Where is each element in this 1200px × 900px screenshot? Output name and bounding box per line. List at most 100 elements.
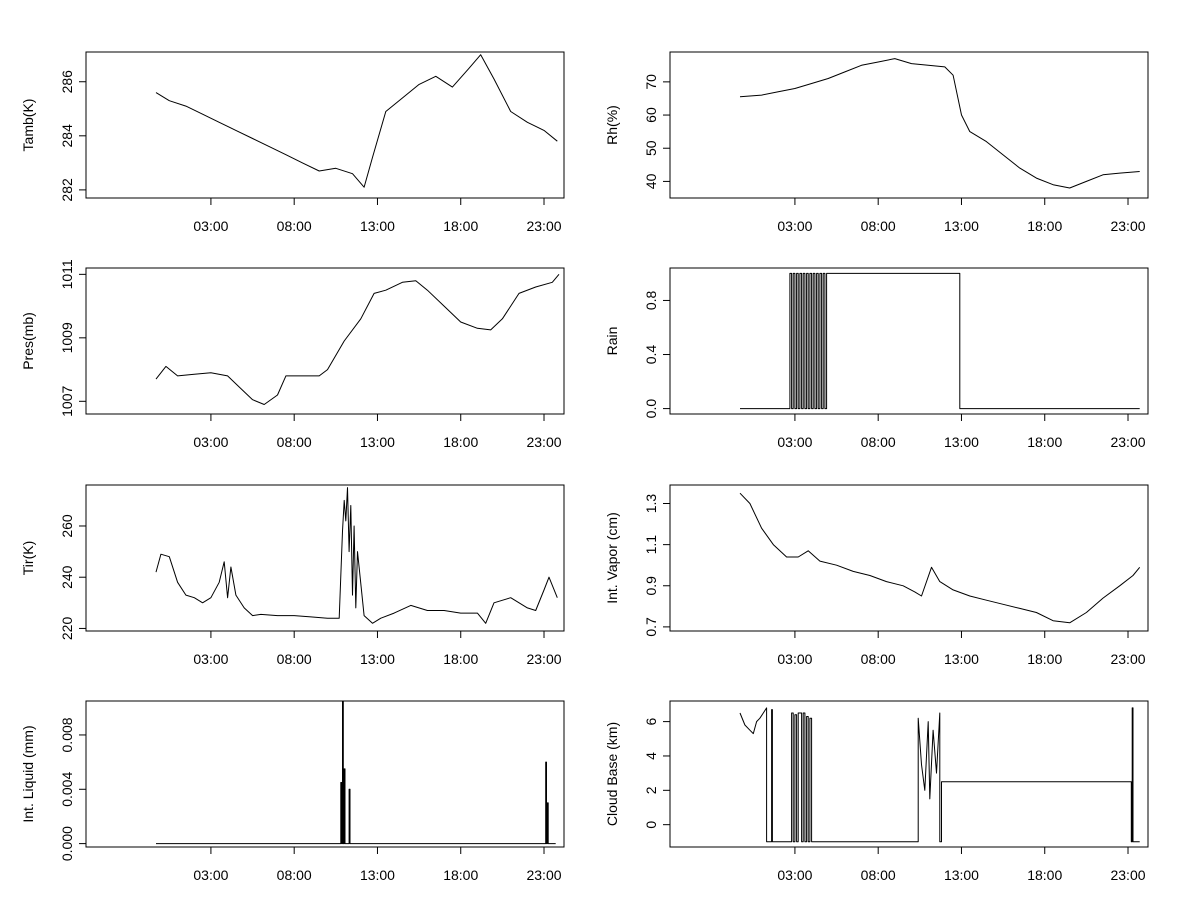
y-tick-label: 220 [59, 617, 75, 641]
panel-pres: 03:00 08:00 13:00 18:00 23:00 1007 1009 1011 P… [20, 259, 565, 450]
x-axis: 03:00 08:00 13:00 18:00 23:00 [193, 413, 562, 450]
x-tick-label: 13:00 [360, 218, 395, 234]
y-axis-label: Rain [604, 327, 620, 356]
x-tick-label: 18:00 [443, 651, 478, 667]
x-tick-label: 08:00 [861, 218, 896, 234]
y-tick-label: 282 [59, 178, 75, 202]
y-tick-label: 284 [59, 124, 75, 148]
x-axis: 03:00 08:00 13:00 18:00 23:00 [193, 197, 562, 234]
x-axis: 03:00 08:00 13:00 18:00 23:00 [193, 630, 562, 667]
x-tick-label: 23:00 [526, 651, 561, 667]
y-axis: 220 240 260 [59, 514, 87, 641]
x-tick-label: 18:00 [1027, 218, 1062, 234]
x-tick-label: 13:00 [944, 434, 979, 450]
y-tick-label: 1011 [59, 259, 75, 289]
y-tick-label: 1009 [59, 322, 75, 353]
y-axis: 1007 1009 1011 [59, 259, 87, 417]
x-axis: 03:00 08:00 13:00 18:00 23:00 [777, 413, 1146, 450]
liquid-series-line [156, 700, 556, 845]
y-tick-label: 50 [643, 140, 659, 156]
y-tick-label: 0.9 [643, 576, 659, 596]
cloudbase-series-line [739, 707, 1140, 843]
y-axis: 0.7 0.9 1.1 1.3 [643, 494, 671, 637]
panel-vapor: 03:00 08:00 13:00 18:00 23:00 0.7 0.9 1.1 1.3 I… [604, 484, 1149, 667]
y-tick-label: 1.1 [643, 535, 659, 555]
x-tick-label: 03:00 [193, 218, 228, 234]
y-tick-label: 6 [643, 718, 659, 726]
x-tick-label: 03:00 [777, 867, 812, 883]
x-tick-label: 13:00 [944, 867, 979, 883]
x-tick-label: 08:00 [277, 651, 312, 667]
x-tick-label: 08:00 [277, 867, 312, 883]
y-axis: 0.0 0.4 0.8 [643, 291, 671, 418]
x-tick-label: 18:00 [443, 218, 478, 234]
y-tick-label: 0 [643, 821, 659, 829]
x-tick-label: 18:00 [1027, 651, 1062, 667]
x-tick-label: 18:00 [443, 867, 478, 883]
y-axis-label: Pres(mb) [20, 312, 36, 370]
y-axis: 0.000 0.004 0.008 [59, 717, 87, 861]
x-tick-label: 23:00 [526, 867, 561, 883]
y-tick-label: 286 [59, 70, 75, 94]
x-tick-label: 23:00 [1110, 218, 1145, 234]
y-tick-label: 0.4 [643, 345, 659, 365]
x-tick-label: 18:00 [443, 434, 478, 450]
x-tick-label: 03:00 [777, 651, 812, 667]
y-axis: 40 50 60 70 [643, 74, 671, 189]
x-tick-label: 03:00 [193, 434, 228, 450]
pres-series-line [155, 273, 560, 405]
rain-series-line [740, 272, 1140, 410]
x-tick-label: 23:00 [526, 434, 561, 450]
x-axis: 03:00 08:00 13:00 18:00 23:00 [777, 846, 1146, 883]
panel-tir: 03:00 08:00 13:00 18:00 23:00 220 240 260 Tir(… [20, 484, 565, 667]
x-tick-label: 18:00 [1027, 867, 1062, 883]
x-tick-label: 08:00 [277, 434, 312, 450]
rh-series-line [739, 58, 1140, 189]
panel-rh: 03:00 08:00 13:00 18:00 23:00 40 50 60 70 Rh(%) [604, 51, 1149, 234]
y-tick-label: 70 [643, 74, 659, 90]
x-tick-label: 08:00 [861, 434, 896, 450]
y-axis: 0 2 4 6 [643, 718, 671, 829]
x-tick-label: 13:00 [944, 651, 979, 667]
x-axis: 03:00 08:00 13:00 18:00 23:00 [193, 846, 562, 883]
y-tick-label: 260 [59, 514, 75, 538]
x-tick-label: 08:00 [861, 867, 896, 883]
y-tick-label: 60 [643, 107, 659, 123]
x-tick-label: 23:00 [526, 218, 561, 234]
y-tick-label: 0.000 [59, 826, 75, 861]
y-tick-label: 2 [643, 786, 659, 794]
x-tick-label: 03:00 [777, 218, 812, 234]
x-tick-label: 23:00 [1110, 434, 1145, 450]
x-axis: 03:00 08:00 13:00 18:00 23:00 [777, 197, 1146, 234]
y-tick-label: 1.3 [643, 494, 659, 514]
y-tick-label: 0.7 [643, 617, 659, 637]
x-axis: 03:00 08:00 13:00 18:00 23:00 [777, 630, 1146, 667]
y-tick-label: 240 [59, 565, 75, 589]
x-tick-label: 03:00 [193, 651, 228, 667]
y-axis-label: Tir(K) [20, 541, 36, 575]
x-tick-label: 03:00 [193, 867, 228, 883]
y-axis-label: Cloud Base (km) [604, 722, 620, 826]
y-axis-label: Int. Vapor (cm) [604, 512, 620, 604]
tir-series-line [155, 487, 558, 624]
y-tick-label: 0.004 [59, 772, 75, 807]
x-tick-label: 23:00 [1110, 651, 1145, 667]
y-axis: 282 284 286 [59, 70, 87, 202]
x-tick-label: 23:00 [1110, 867, 1145, 883]
x-tick-label: 08:00 [861, 651, 896, 667]
y-tick-label: 0.8 [643, 291, 659, 311]
x-tick-label: 13:00 [944, 218, 979, 234]
vapor-series-line [739, 492, 1141, 624]
panel-rain: 03:00 08:00 13:00 18:00 23:00 0.0 0.4 0.8 Rain [604, 267, 1149, 450]
y-axis-label: Tamb(K) [20, 99, 36, 152]
panel-liquid: 03:00 08:00 13:00 18:00 23:00 0.0000.0040.00… [20, 700, 565, 883]
x-tick-label: 18:00 [1027, 434, 1062, 450]
panel-tamb: 03:00 08:00 13:00 18:00 23:00 282 284 286 Tamb… [20, 51, 565, 234]
x-tick-label: 13:00 [360, 867, 395, 883]
y-tick-label: 4 [643, 752, 659, 760]
tamb-series-line [155, 54, 558, 188]
panel-cloudbase: 03:00 08:00 13:00 18:00 23:00 0 2 4 6 Cloud Bas… [604, 700, 1149, 883]
x-tick-label: 08:00 [277, 218, 312, 234]
